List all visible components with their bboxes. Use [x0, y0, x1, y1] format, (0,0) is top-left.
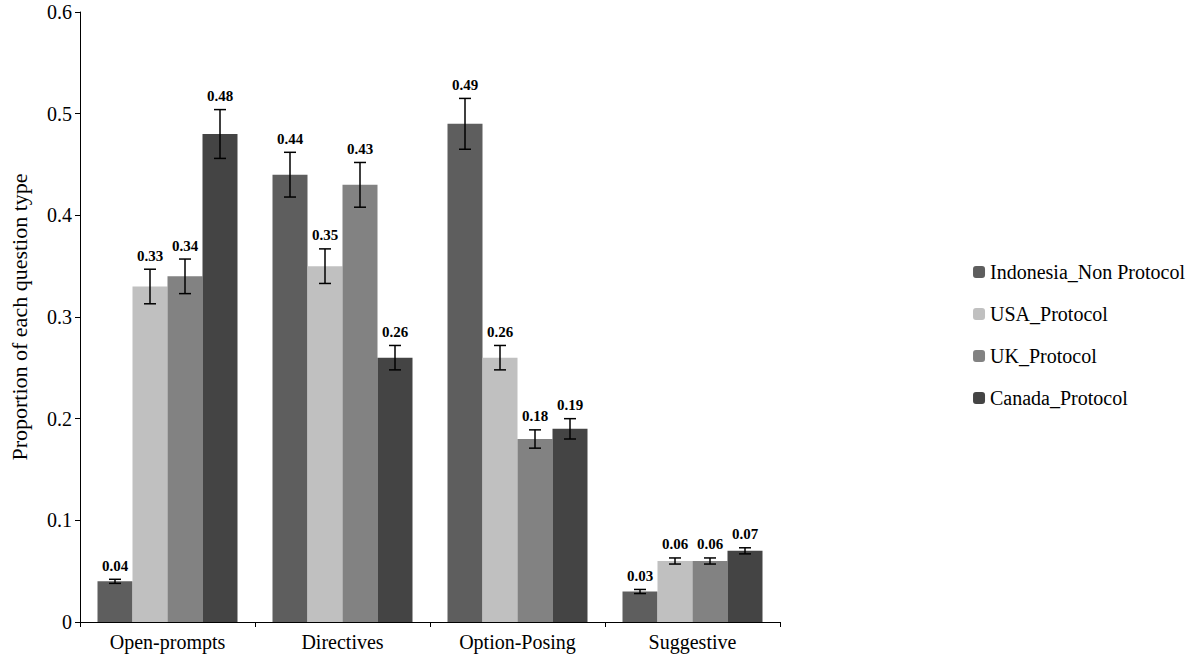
svg-text:Canada_Protocol: Canada_Protocol: [990, 387, 1128, 409]
svg-text:0.6: 0.6: [47, 1, 72, 23]
svg-text:0.3: 0.3: [47, 306, 72, 328]
svg-text:0.4: 0.4: [47, 204, 72, 226]
svg-text:0.48: 0.48: [207, 88, 233, 104]
svg-text:0.2: 0.2: [47, 408, 72, 430]
svg-text:0.19: 0.19: [557, 397, 583, 413]
svg-text:0.26: 0.26: [382, 324, 409, 340]
svg-text:0.03: 0.03: [627, 568, 653, 584]
svg-text:Suggestive: Suggestive: [649, 631, 737, 654]
svg-text:Directives: Directives: [301, 631, 383, 653]
svg-text:USA_Protocol: USA_Protocol: [990, 303, 1108, 325]
svg-text:0.06: 0.06: [697, 536, 724, 552]
svg-text:0.35: 0.35: [312, 227, 338, 243]
svg-text:0.06: 0.06: [662, 536, 689, 552]
svg-text:0.34: 0.34: [172, 238, 199, 254]
svg-text:0.07: 0.07: [732, 526, 759, 542]
svg-text:Open-prompts: Open-prompts: [110, 631, 226, 654]
svg-text:Option-Posing: Option-Posing: [459, 631, 576, 654]
svg-text:0.49: 0.49: [452, 77, 478, 93]
svg-text:Indonesia_Non Protocol: Indonesia_Non Protocol: [990, 261, 1185, 283]
svg-text:Proportion of each question ty: Proportion of each question type: [7, 173, 32, 460]
svg-text:0.26: 0.26: [487, 324, 514, 340]
svg-text:0.1: 0.1: [47, 509, 72, 531]
svg-text:0.44: 0.44: [277, 131, 304, 147]
svg-text:0.43: 0.43: [347, 141, 373, 157]
svg-text:0: 0: [62, 611, 72, 633]
svg-text:0.04: 0.04: [102, 558, 129, 574]
svg-text:0.33: 0.33: [137, 248, 163, 264]
svg-text:0.18: 0.18: [522, 408, 548, 424]
svg-text:0.5: 0.5: [47, 103, 72, 125]
svg-text:UK_Protocol: UK_Protocol: [990, 345, 1097, 367]
